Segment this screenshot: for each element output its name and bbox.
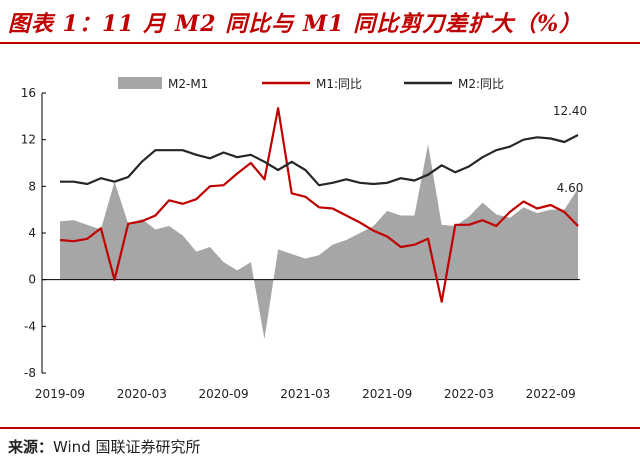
legend-label: M2:同比 xyxy=(458,77,504,91)
x-tick-label: 2019-09 xyxy=(35,387,85,401)
x-tick-label: 2021-09 xyxy=(362,387,412,401)
series-line-m2 xyxy=(60,134,579,187)
legend-label: M2-M1 xyxy=(168,77,208,91)
series-line-m1 xyxy=(59,107,579,303)
y-tick-label: -8 xyxy=(24,366,36,380)
data-label: 12.40 xyxy=(553,104,587,118)
source-label: 来源： xyxy=(8,438,54,456)
y-tick-label: 4 xyxy=(28,226,36,240)
title-divider xyxy=(0,42,640,44)
legend-label: M1:同比 xyxy=(316,77,362,91)
x-tick-label: 2020-09 xyxy=(199,387,249,401)
chart: 16 12 8 4 0 -4 -8 2019-09 2020-03 2020-09 2021-03 2… xyxy=(21,77,587,401)
y-tick-label: -4 xyxy=(24,319,36,333)
chart-title: 图表 1：11 月 M2 同比与 M1 同比剪刀差扩大（%） xyxy=(8,11,583,37)
source-text: Wind 国联证券研究所 xyxy=(53,438,201,456)
x-tick-label: 2022-09 xyxy=(526,387,576,401)
y-tick-label: 12 xyxy=(21,133,36,147)
x-tick-label: 2020-03 xyxy=(117,387,167,401)
data-label: 4.60 xyxy=(557,181,584,195)
y-tick-label: 16 xyxy=(21,86,36,100)
x-tick-label: 2022-03 xyxy=(444,387,494,401)
y-tick-label: 8 xyxy=(28,179,36,193)
source-divider xyxy=(0,427,640,429)
legend-swatch-m2-m1 xyxy=(118,77,162,89)
x-tick-label: 2021-03 xyxy=(280,387,330,401)
series-area-m2-m1 xyxy=(60,144,578,340)
source-note: 来源：Wind 国联证券研究所 xyxy=(8,436,200,457)
y-tick-label: 0 xyxy=(28,273,36,287)
